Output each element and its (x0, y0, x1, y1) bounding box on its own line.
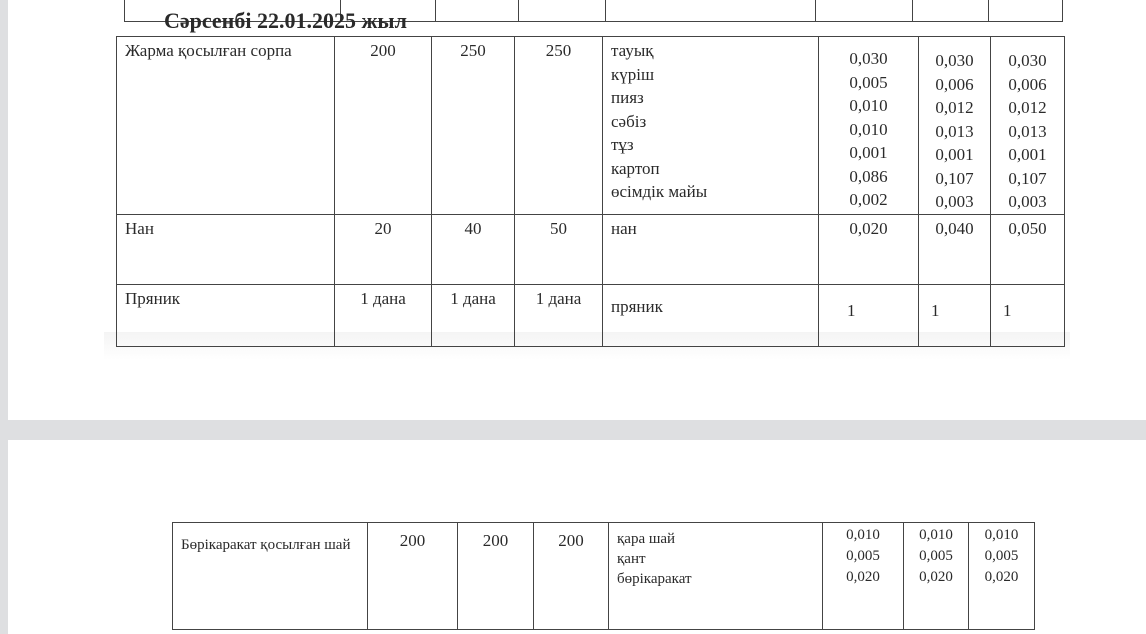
quantity: 1 (990, 283, 1065, 347)
quantity: 0,020 (846, 569, 880, 585)
quantities-2: 0,030 0,006 0,012 0,013 0,001 0,107 0,00… (918, 36, 991, 215)
quantity: 0,010 (849, 96, 888, 115)
portion: 250 (514, 36, 603, 215)
quantity: 0,005 (984, 548, 1019, 564)
quantity: 0,003 (935, 192, 974, 211)
portion: 250 (431, 36, 515, 215)
table-row: Нан 20 40 50 нан 0,020 0,040 0,050 (116, 213, 1065, 285)
quantity: 0,020 (984, 569, 1019, 585)
quantity: 0,020 (818, 213, 919, 285)
quantity: 0,002 (849, 190, 888, 209)
portion: 20 (334, 213, 432, 285)
quantity: 0,001 (1008, 145, 1047, 164)
portion: 200 (334, 36, 432, 215)
ingredient: пияз (611, 88, 644, 107)
quantities-1: 0,030 0,005 0,010 0,010 0,001 0,086 0,00… (818, 36, 919, 215)
quantity: 0,013 (935, 121, 974, 141)
quantity: 0,086 (849, 166, 888, 186)
quantity: 0,005 (849, 72, 888, 92)
ingredient: сәбіз (611, 111, 647, 131)
ingredient: нан (602, 213, 819, 285)
quantity: 1 (918, 283, 991, 347)
menu-table-1: Жарма қосылған сорпа 200 250 250 тауық к… (116, 36, 1065, 347)
dish-name: Жарма қосылған сорпа (116, 36, 335, 215)
quantity: 0,030 (1008, 51, 1047, 70)
quantity: 0,013 (1008, 121, 1047, 141)
quantities-3: 0,010 0,005 0,020 (968, 522, 1035, 630)
portion: 200 (367, 522, 458, 630)
quantity: 0,010 (984, 527, 1019, 543)
quantities-3: 0,030 0,006 0,012 0,013 0,001 0,107 0,00… (990, 36, 1065, 215)
quantity: 0,050 (990, 213, 1065, 285)
portion: 1 дана (431, 283, 515, 347)
quantity: 0,001 (935, 145, 974, 164)
portion: 200 (533, 522, 609, 630)
quantity: 0,107 (935, 168, 974, 188)
quantity: 0,006 (935, 74, 974, 94)
ingredient: бөрікаракат (617, 571, 692, 587)
dish-name: Нан (116, 213, 335, 285)
ingredient: күріш (611, 64, 655, 84)
ingredients: қара шай қант бөрікаракат (608, 522, 823, 630)
portion: 50 (514, 213, 603, 285)
quantity: 0,030 (935, 51, 974, 70)
ingredient: пряник (602, 283, 819, 347)
ingredient: қант (617, 551, 646, 567)
quantity: 0,003 (1008, 192, 1047, 211)
ingredients: тауық күріш пияз сәбіз тұз картоп өсімді… (602, 36, 819, 215)
dish-name: Бөрікаракат қосылған шай (172, 522, 368, 630)
ingredient: картоп (611, 158, 660, 178)
quantity: 0,006 (1008, 74, 1047, 94)
table-row: Бөрікаракат қосылған шай 200 200 200 қар… (172, 522, 1035, 630)
quantity: 0,107 (1008, 168, 1047, 188)
table-row: Жарма қосылған сорпа 200 250 250 тауық к… (116, 36, 1065, 215)
quantity: 0,012 (1008, 98, 1047, 117)
portion: 1 дана (514, 283, 603, 347)
portion: 200 (457, 522, 534, 630)
previous-table-remnant (124, 0, 1063, 22)
quantity: 0,030 (849, 49, 888, 68)
quantity: 0,012 (935, 98, 974, 117)
quantity: 0,020 (919, 569, 953, 585)
portion: 40 (431, 213, 515, 285)
quantity: 1 (818, 283, 919, 347)
menu-table-2: Бөрікаракат қосылған шай 200 200 200 қар… (172, 522, 1035, 630)
quantity: 0,040 (918, 213, 991, 285)
table-row: Пряник 1 дана 1 дана 1 дана пряник 1 1 1 (116, 283, 1065, 347)
ingredient: тұз (611, 135, 634, 154)
portion: 1 дана (334, 283, 432, 347)
quantity: 0,001 (849, 143, 888, 162)
quantities-1: 0,010 0,005 0,020 (822, 522, 904, 630)
quantity: 0,010 (849, 119, 888, 139)
ingredient: өсімдік майы (611, 182, 708, 201)
dish-name: Пряник (116, 283, 335, 347)
quantity: 0,005 (919, 548, 953, 564)
day-title: Сәрсенбі 22.01.2025 жыл (164, 8, 407, 33)
quantities-2: 0,010 0,005 0,020 (903, 522, 969, 630)
quantity: 0,010 (919, 527, 953, 543)
quantity: 0,010 (846, 527, 880, 543)
quantity: 0,005 (846, 548, 880, 564)
ingredient: қара шай (617, 531, 676, 547)
ingredient: тауық (611, 41, 654, 60)
